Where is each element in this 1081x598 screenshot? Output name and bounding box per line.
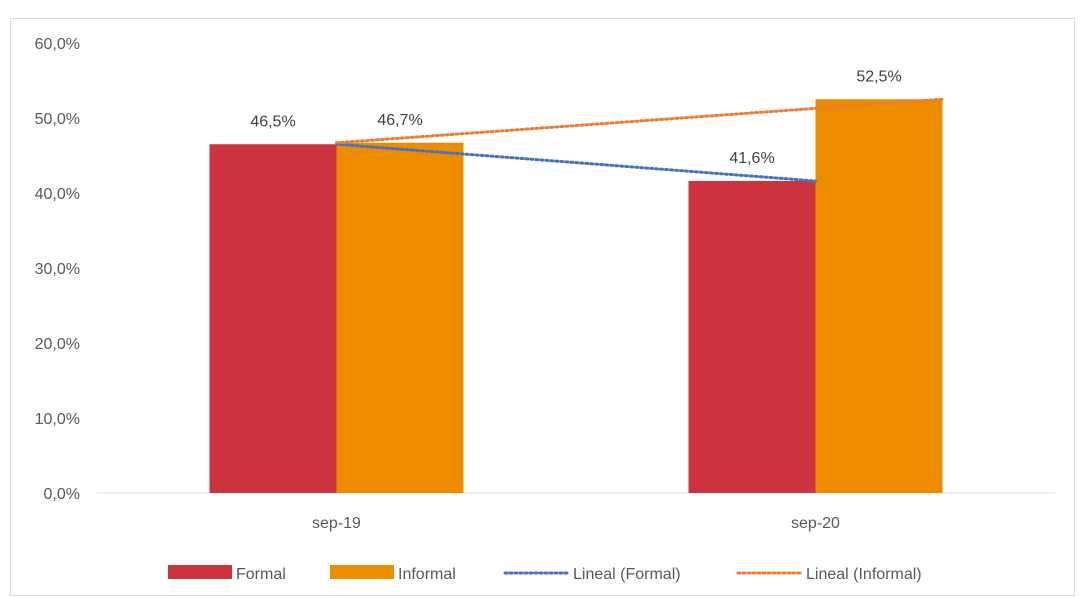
trendline-informal: [335, 97, 944, 145]
data-label-informal-sep-19: 46,7%: [377, 112, 422, 129]
legend-item-3[interactable]: Lineal (Formal): [503, 566, 681, 583]
legend[interactable]: Formal Informal Lineal (Formal) Lineal (Inf…: [168, 565, 922, 583]
legend-label: Lineal (Formal): [573, 566, 681, 583]
legend-label: Informal: [398, 566, 456, 583]
legend-item-4[interactable]: Lineal (Informal): [736, 566, 922, 583]
y-tick-label: 0,0%: [44, 486, 80, 503]
x-axis: sep-19 sep-20: [312, 515, 840, 532]
bars: [209, 99, 943, 493]
y-tick-label: 30,0%: [35, 261, 80, 278]
y-tick-label: 20,0%: [35, 336, 80, 353]
bar-informal-sep-20[interactable]: [815, 99, 943, 493]
legend-swatch: [168, 565, 232, 579]
bar-formal-sep-19[interactable]: [209, 144, 337, 493]
trendlines: [335, 97, 944, 183]
trendline-formal: [335, 142, 817, 183]
y-axis: 0,0% 10,0% 20,0% 30,0% 40,0% 50,0% 60,0%: [35, 36, 80, 503]
y-tick-label: 40,0%: [35, 186, 80, 203]
legend-label: Formal: [236, 566, 286, 583]
y-tick-label: 60,0%: [35, 36, 80, 53]
legend-item-2[interactable]: Informal: [330, 565, 456, 583]
y-tick-label: 10,0%: [35, 411, 80, 428]
legend-item-1[interactable]: Formal: [168, 565, 286, 583]
bar-formal-sep-20[interactable]: [688, 181, 816, 493]
bar-informal-sep-19[interactable]: [336, 142, 464, 493]
x-tick-label: sep-20: [791, 515, 840, 532]
data-labels: 46,5% 46,7% 41,6% 52,5%: [250, 68, 901, 167]
data-label-formal-sep-20: 41,6%: [729, 150, 774, 167]
data-label-formal-sep-19: 46,5%: [250, 113, 295, 130]
y-tick-label: 50,0%: [35, 111, 80, 128]
data-label-informal-sep-20: 52,5%: [856, 68, 901, 85]
legend-label: Lineal (Informal): [806, 566, 922, 583]
legend-swatch: [330, 565, 394, 579]
x-tick-label: sep-19: [312, 515, 361, 532]
